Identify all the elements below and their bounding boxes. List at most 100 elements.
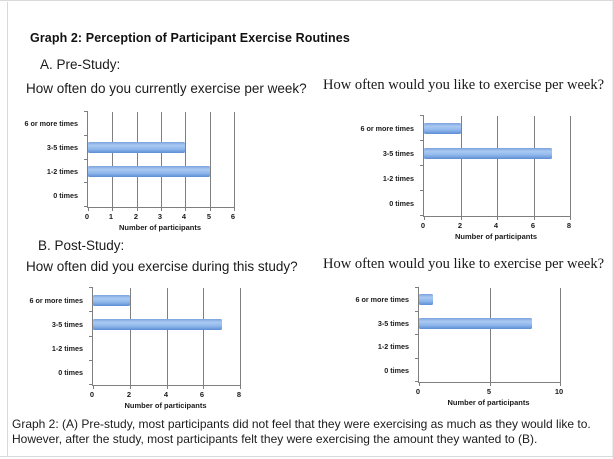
x-axis-label: Number of participants: [124, 401, 207, 410]
y-tick-mark: [415, 287, 419, 288]
x-tick-label: 6: [199, 390, 205, 399]
category-label: 1-2 times: [382, 174, 414, 183]
gridline: [497, 116, 498, 216]
category-label: 1-2 times: [377, 342, 409, 352]
x-tick-label: 6: [530, 221, 536, 230]
x-tick-mark: [167, 385, 168, 389]
x-tick-mark: [490, 382, 491, 386]
category-label: 6 or more times: [355, 295, 409, 305]
x-tick-label: 4: [493, 221, 499, 230]
x-tick-mark: [137, 207, 138, 211]
plot-area: [89, 287, 241, 389]
bar: [88, 165, 210, 177]
category-label: 1-2 times: [46, 166, 78, 176]
x-tick-label: 2: [457, 221, 463, 230]
x-tick-label: 8: [566, 221, 572, 230]
y-tick-mark: [89, 336, 93, 337]
x-tick-label: 10: [554, 387, 564, 396]
y-tick-mark: [89, 384, 93, 385]
chart-question-pre-desired: How often would you like to exercise per…: [323, 77, 605, 93]
frame-border-bottom: [0, 456, 613, 457]
plot-area: [420, 115, 571, 220]
x-tick-mark: [93, 385, 94, 389]
bar: [419, 294, 433, 306]
y-tick-mark: [84, 206, 88, 207]
x-tick-mark: [210, 207, 211, 211]
x-tick-mark: [560, 382, 561, 386]
chart-question-pre-current: How often do you currently exercise per …: [26, 81, 307, 96]
gridline: [185, 112, 186, 207]
x-tick-mark: [203, 385, 204, 389]
chart-pre-desired-frequency: 0 2 4 6 8 6 or more times 3-5 times 1-2 times 0 …: [306, 108, 613, 245]
category-label: 6 or more times: [360, 124, 414, 133]
category-label: 6 or more times: [29, 295, 83, 305]
chart-question-post-desired: How often would you like to exercise per…: [323, 256, 605, 272]
y-tick-mark: [84, 182, 88, 183]
x-tick-mark: [534, 216, 535, 220]
gridline: [461, 116, 462, 216]
gridline: [234, 112, 235, 207]
caption-line-2: However, after the study, most participa…: [12, 431, 538, 446]
chart-question-post-during: How often did you exercise during this s…: [26, 259, 298, 274]
category-label: 6 or more times: [24, 119, 78, 129]
x-tick-mark: [161, 207, 162, 211]
x-tick-mark: [424, 216, 425, 220]
x-tick-label: 0: [415, 387, 421, 396]
frame-border-top: [0, 0, 613, 1]
x-axis-label: Number of participants: [447, 398, 530, 407]
x-tick-label: 5: [206, 212, 212, 221]
x-axis-label: Number of participants: [118, 223, 202, 232]
category-label: 3-5 times: [51, 319, 83, 329]
gridline: [167, 288, 168, 385]
y-tick-mark: [84, 135, 88, 136]
x-tick-label: 4: [163, 390, 169, 399]
chart-pre-current-frequency: 0 1 2 3 4 5 6 6 or more times 3-5 times 1-2 times…: [0, 105, 300, 240]
x-tick-mark: [234, 207, 235, 211]
x-tick-mark: [88, 207, 89, 211]
x-tick-label: 6: [230, 212, 236, 221]
x-axis-label: Number of participants: [454, 232, 538, 241]
x-tick-label: 0: [420, 221, 426, 230]
gridline: [570, 116, 571, 216]
x-tick-label: 2: [126, 390, 132, 399]
gridline: [240, 288, 241, 385]
gridline: [137, 112, 138, 207]
chart-post-desired-frequency: 0 5 10 6 or more times 3-5 times 1-2 times 0 t…: [306, 280, 613, 410]
page-title: Graph 2: Perception of Participant Exerc…: [30, 31, 350, 45]
category-label: 3-5 times: [46, 143, 78, 153]
y-tick-mark: [415, 381, 419, 382]
gridline: [130, 288, 131, 385]
y-tick-mark: [420, 115, 424, 116]
gridline: [534, 116, 535, 216]
category-label: 0 times: [384, 365, 409, 375]
x-tick-label: 3: [157, 212, 163, 221]
x-tick-label: 4: [181, 212, 187, 221]
section-a-label: A. Pre-Study:: [40, 57, 121, 72]
y-tick-mark: [89, 311, 93, 312]
y-tick-mark: [420, 140, 424, 141]
x-tick-label: 8: [236, 390, 242, 399]
gridline: [490, 288, 491, 382]
bar: [88, 142, 185, 154]
x-tick-label: 0: [84, 212, 90, 221]
bar: [93, 318, 222, 330]
frame-border-left: [7, 2, 8, 456]
y-tick-mark: [420, 190, 424, 191]
category-label: 3-5 times: [382, 149, 414, 158]
x-tick-label: 0: [89, 390, 95, 399]
x-tick-mark: [461, 216, 462, 220]
chart-post-during-frequency: 0 2 4 6 8 6 or more times 3-5 times 1-2 times 0 …: [0, 280, 300, 415]
gridline: [210, 112, 211, 207]
category-label: 0 times: [389, 199, 414, 208]
y-tick-mark: [420, 215, 424, 216]
y-tick-mark: [415, 358, 419, 359]
category-label: 1-2 times: [51, 344, 83, 354]
x-tick-mark: [112, 207, 113, 211]
x-tick-mark: [497, 216, 498, 220]
category-label: 0 times: [58, 368, 83, 378]
y-tick-mark: [84, 111, 88, 112]
x-tick-mark: [130, 385, 131, 389]
x-tick-label: 2: [133, 212, 139, 221]
y-tick-mark: [84, 159, 88, 160]
